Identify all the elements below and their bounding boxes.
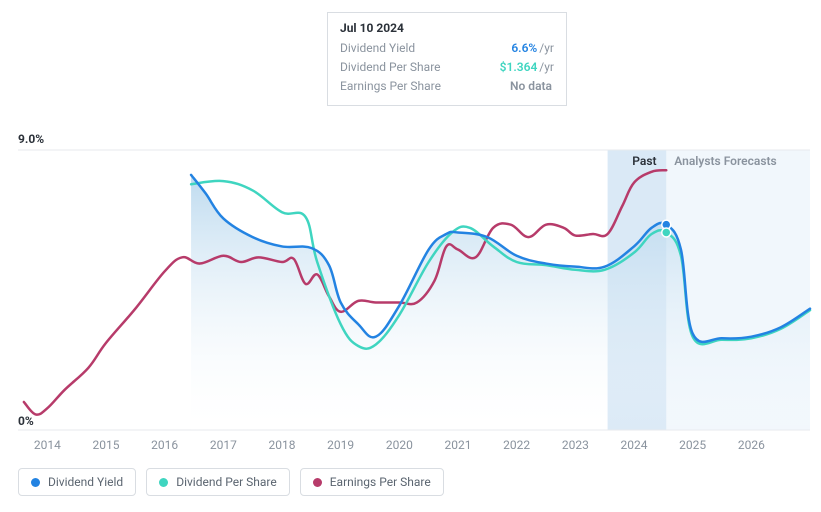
legend-label: Dividend Yield xyxy=(48,475,123,489)
tooltip-row-value: 6.6%/yr xyxy=(511,39,554,58)
x-tick-label: 2022 xyxy=(503,438,530,452)
legend-item-earnings-per-share[interactable]: Earnings Per Share xyxy=(300,468,444,496)
x-tick-label: 2020 xyxy=(386,438,413,452)
tooltip-row-label: Dividend Yield xyxy=(340,39,415,58)
y-axis-min-label: 0% xyxy=(18,414,34,428)
past-region-label: Past xyxy=(632,154,656,168)
x-tick-label: 2026 xyxy=(738,438,765,452)
legend-dot-icon xyxy=(313,478,322,487)
x-tick-label: 2024 xyxy=(621,438,648,452)
legend-label: Earnings Per Share xyxy=(330,475,431,489)
chart-tooltip: Jul 10 2024 Dividend Yield 6.6%/yr Divid… xyxy=(327,12,567,106)
x-tick-label: 2021 xyxy=(445,438,472,452)
x-tick-label: 2015 xyxy=(93,438,120,452)
x-tick-label: 2017 xyxy=(210,438,237,452)
chart-legend: Dividend Yield Dividend Per Share Earnin… xyxy=(18,468,444,496)
legend-item-dividend-yield[interactable]: Dividend Yield xyxy=(18,468,136,496)
forecast-region-label: Analysts Forecasts xyxy=(674,154,776,168)
legend-item-dividend-per-share[interactable]: Dividend Per Share xyxy=(146,468,290,496)
tooltip-row-value: No data xyxy=(510,77,554,96)
x-tick-label: 2025 xyxy=(679,438,706,452)
tooltip-title: Jul 10 2024 xyxy=(340,21,554,35)
tooltip-row-value: $1.364/yr xyxy=(500,58,554,77)
dividend-chart[interactable]: 9.0% 0% 2014 2015 2016 2017 2018 2019 2020 2021… xyxy=(0,0,821,508)
tooltip-row-label: Dividend Per Share xyxy=(340,58,441,77)
legend-dot-icon xyxy=(159,478,168,487)
x-tick-label: 2014 xyxy=(34,438,61,452)
x-tick-label: 2016 xyxy=(151,438,178,452)
legend-dot-icon xyxy=(31,478,40,487)
x-tick-label: 2023 xyxy=(562,438,589,452)
x-tick-label: 2019 xyxy=(327,438,354,452)
tooltip-row-label: Earnings Per Share xyxy=(340,77,441,96)
y-axis-max-label: 9.0% xyxy=(18,132,44,146)
x-tick-label: 2018 xyxy=(269,438,296,452)
legend-label: Dividend Per Share xyxy=(176,475,277,489)
